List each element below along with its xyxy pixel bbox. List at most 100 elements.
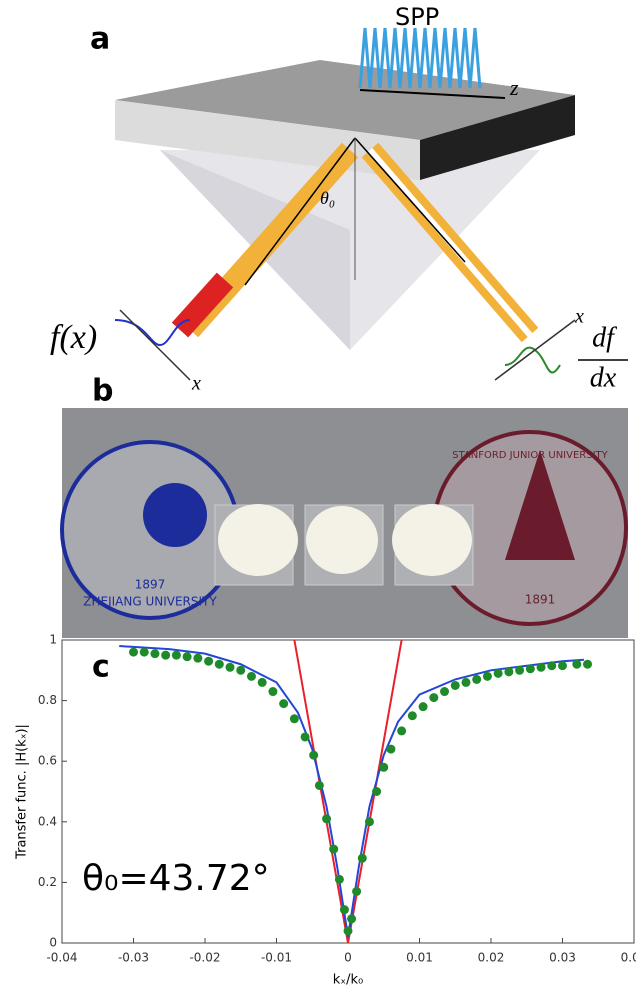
y-axis-label: Transfer func. |H(kₓ)| — [15, 724, 30, 860]
data-point — [525, 664, 535, 674]
data-point — [182, 652, 192, 662]
data-point — [515, 665, 525, 675]
panel-b: ZHEJIANG UNIVERSITY 1897 STANFORD JUNIOR… — [60, 374, 628, 638]
data-point — [418, 702, 428, 712]
data-point — [150, 649, 160, 659]
data-point — [329, 844, 339, 854]
seal-text: STANFORD JUNIOR UNIVERSITY — [452, 450, 608, 461]
panel-label: a — [90, 22, 110, 57]
spp-label: SPP — [395, 3, 439, 31]
panel-label: c — [92, 650, 110, 685]
x-tick-label: 0.04 — [621, 951, 636, 965]
data-point — [343, 926, 353, 936]
data-point — [314, 780, 324, 790]
y-tick-label: 0.8 — [38, 693, 57, 707]
output-x-axis — [494, 319, 576, 381]
y-tick-label: 1 — [49, 633, 57, 647]
data-point — [536, 662, 546, 672]
panel-a: a SPP z θ₀ f(x) x x df dx — [50, 3, 628, 395]
x-tick-label: 0.02 — [478, 951, 505, 965]
z-arrow — [359, 89, 506, 99]
data-point — [193, 653, 203, 663]
fraction-num: df — [592, 322, 617, 353]
input-x-label: x — [191, 373, 201, 395]
output-beam-core — [367, 148, 533, 337]
data-point — [171, 650, 181, 660]
ray-in — [244, 137, 356, 286]
x-tick-label: -0.03 — [118, 951, 149, 965]
data-point — [246, 671, 256, 681]
data-point — [372, 787, 382, 796]
data-point — [139, 647, 149, 657]
ray-out — [354, 137, 466, 263]
sample — [218, 504, 298, 576]
x-axis-label: kₓ/k₀ — [333, 973, 363, 988]
data-point — [386, 744, 396, 754]
data-point — [300, 732, 310, 742]
data-point — [309, 750, 319, 760]
x-tick-label: 0.03 — [549, 951, 576, 965]
input-beam-end — [171, 272, 234, 338]
angle-label: θ₀ — [320, 188, 335, 208]
sample — [306, 506, 378, 574]
data-point — [129, 647, 138, 657]
data-point — [583, 659, 593, 669]
data-point — [461, 677, 471, 687]
y-tick-label: 0.4 — [38, 814, 57, 828]
panel-label: b — [92, 374, 113, 409]
data-point — [214, 659, 224, 669]
data-point — [397, 726, 407, 736]
x-tick-label: 0 — [344, 951, 352, 965]
x-tick-label: -0.04 — [46, 951, 77, 965]
data-point — [161, 650, 171, 660]
spp-wave — [358, 27, 506, 99]
data-point — [429, 693, 439, 703]
series-line — [119, 645, 585, 938]
input-x-axis — [119, 309, 191, 381]
spp-field — [358, 27, 482, 89]
data-point — [493, 668, 503, 678]
data-point — [558, 661, 567, 671]
series-line — [293, 639, 403, 944]
data-point — [357, 853, 367, 863]
panel-c: 0 0.2 0.4 0.6 0.8 1 -0.04 -0.03 -0.02 -0.01 0 0.01 0… — [15, 633, 636, 988]
data-point — [364, 817, 374, 827]
data-point — [450, 680, 460, 690]
data-point — [236, 665, 246, 675]
z-label: z — [509, 75, 519, 100]
data-point — [289, 714, 299, 724]
plot-area — [61, 639, 635, 944]
y-tick-label: 0 — [49, 936, 57, 950]
data-point — [407, 711, 417, 721]
seal-year: 1891 — [525, 593, 556, 607]
x-tick-label: -0.01 — [261, 951, 292, 965]
slab-side — [420, 95, 575, 180]
output-x-label: x — [574, 306, 584, 328]
data-point — [322, 814, 332, 824]
data-point — [482, 671, 492, 681]
data-point — [347, 914, 357, 924]
seal-text: ZHEJIANG UNIVERSITY — [83, 595, 217, 609]
data-point — [204, 656, 214, 666]
x-tick-label: -0.02 — [189, 951, 220, 965]
data-point — [352, 886, 362, 896]
data-point — [257, 677, 267, 687]
data-point — [268, 687, 278, 697]
data-point — [472, 674, 482, 684]
sample — [392, 504, 472, 576]
zju-emblem — [143, 483, 207, 547]
data-point — [334, 874, 344, 884]
annotation: θ₀=43.72° — [82, 858, 270, 899]
seal-year: 1897 — [135, 578, 166, 592]
data-point — [225, 662, 235, 672]
data-point — [504, 667, 514, 677]
data-point — [547, 661, 557, 671]
input-label: f(x) — [50, 319, 97, 356]
y-tick-label: 0.6 — [38, 754, 57, 768]
data-point — [279, 699, 289, 709]
x-tick-label: 0.01 — [406, 951, 433, 965]
data-point — [339, 905, 349, 915]
stanford-tree — [505, 450, 575, 560]
